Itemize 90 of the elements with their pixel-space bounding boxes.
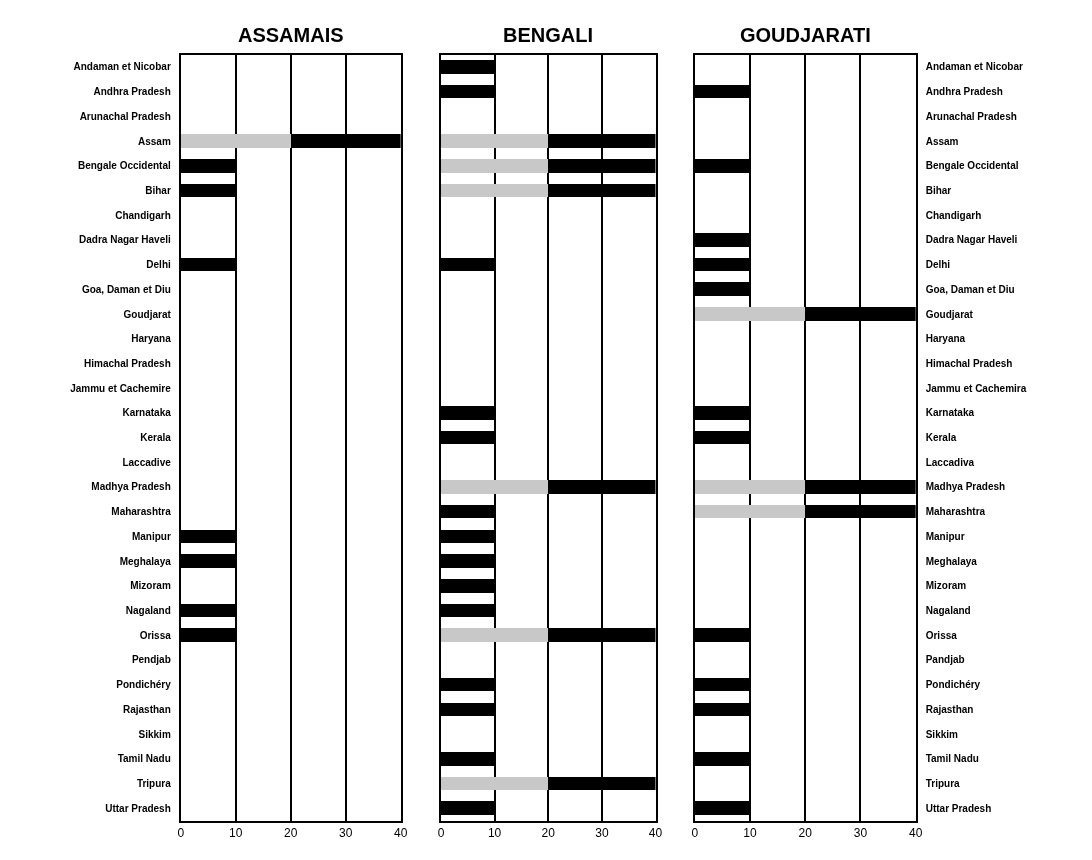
y-tick-label: Mizoram xyxy=(130,580,171,592)
x-tick-label: 40 xyxy=(909,826,923,840)
y-tick-label: Jammu et Cachemira xyxy=(925,382,1027,394)
x-tick-label: 10 xyxy=(487,826,502,840)
y-tick-label: Chandigarh xyxy=(925,209,982,221)
bar xyxy=(440,134,549,148)
y-tick-label: Bengale Occidental xyxy=(925,160,1019,172)
x-tick-label: 20 xyxy=(284,826,298,840)
y-tick-label: Orissa xyxy=(925,629,958,641)
y-tick-label: Sikkim xyxy=(925,728,959,740)
y-tick-label: Himachal Pradesh xyxy=(84,357,171,369)
y-tick-label: Tamil Nadu xyxy=(925,753,979,765)
x-tick-label: 20 xyxy=(798,826,813,840)
y-tick-label: Bihar xyxy=(925,184,952,196)
y-tick-label: Haryana xyxy=(925,333,966,345)
y-tick-label: Andhra Pradesh xyxy=(93,86,171,98)
chart-title: GOUDJARATI xyxy=(740,24,871,46)
y-tick-label: Chandigarh xyxy=(115,209,171,221)
y-tick-label: Maharashtra xyxy=(111,506,172,518)
y-tick-label: Arunachal Pradesh xyxy=(925,110,1017,122)
chart-title: ASSAMAIS xyxy=(238,24,344,46)
chart-title: BENGALI xyxy=(503,24,593,46)
y-tick-label: Manipur xyxy=(925,530,965,542)
x-tick-label: 30 xyxy=(595,826,609,840)
y-tick-label: Karnataka xyxy=(925,407,975,419)
y-tick-label: Kerala xyxy=(925,432,957,444)
y-tick-label: Nagaland xyxy=(125,605,171,617)
x-tick-label: 40 xyxy=(648,826,663,840)
y-tick-label: Bihar xyxy=(145,184,171,196)
bar xyxy=(180,134,291,148)
y-tick-label: Goa, Daman et Diu xyxy=(81,283,171,295)
x-tick-label: 0 xyxy=(437,826,445,840)
y-tick-label: Goudjarat xyxy=(925,308,974,320)
y-tick-label: Meghalaya xyxy=(119,555,172,567)
y-tick-label: Pondichéry xyxy=(116,679,172,691)
y-tick-label: Orissa xyxy=(139,629,172,641)
y-tick-label: Goudjarat xyxy=(123,308,172,320)
y-tick-label: Nagaland xyxy=(925,605,971,617)
x-tick-label: 0 xyxy=(691,826,699,840)
bar xyxy=(440,480,549,494)
y-tick-label: Bengale Occidental xyxy=(77,160,172,172)
x-tick-label: 30 xyxy=(853,826,868,840)
x-tick-label: 30 xyxy=(339,826,353,840)
x-tick-label: 10 xyxy=(229,826,243,840)
y-tick-label: Mizoram xyxy=(925,580,967,592)
y-tick-label: Karnataka xyxy=(122,407,172,419)
y-tick-label: Andhra Pradesh xyxy=(925,86,1003,98)
y-tick-label: Rajasthan xyxy=(925,703,974,715)
y-tick-label: Madhya Pradesh xyxy=(91,481,171,493)
y-tick-label: Pondichéry xyxy=(925,679,981,691)
y-tick-label: Assam xyxy=(137,135,171,147)
y-tick-label: Himachal Pradesh xyxy=(925,357,1013,369)
bar xyxy=(440,183,549,198)
y-tick-label: Andaman et Nicobar xyxy=(925,61,1024,73)
y-tick-label: Andaman et Nicobar xyxy=(73,61,171,73)
y-tick-label: Kerala xyxy=(140,432,172,444)
y-tick-label: Pendjab xyxy=(131,654,171,666)
bar xyxy=(440,158,549,173)
x-tick-label: 10 xyxy=(743,826,758,840)
bar xyxy=(694,307,806,321)
y-tick-label: Delhi xyxy=(925,259,951,271)
y-tick-label: Manipur xyxy=(131,530,171,542)
y-tick-label: Arunachal Pradesh xyxy=(79,110,171,122)
y-tick-label: Laccadiva xyxy=(925,456,975,468)
y-tick-label: Pandjab xyxy=(925,654,965,666)
y-tick-label: Meghalaya xyxy=(925,555,978,567)
y-tick-label: Tamil Nadu xyxy=(117,753,171,765)
y-tick-label: Jammu et Cachemire xyxy=(70,382,172,394)
y-tick-label: Dadra Nagar Haveli xyxy=(925,234,1018,246)
y-tick-label: Assam xyxy=(925,135,959,147)
y-tick-label: Delhi xyxy=(146,259,172,271)
y-tick-label: Tripura xyxy=(136,778,172,790)
x-tick-label: 40 xyxy=(393,826,408,840)
y-tick-label: Sikkim xyxy=(138,728,171,740)
bar xyxy=(694,504,806,519)
y-tick-label: Haryana xyxy=(131,333,172,345)
bar xyxy=(440,628,549,643)
y-tick-label: Goa, Daman et Diu xyxy=(925,283,1015,295)
y-tick-label: Dadra Nagar Haveli xyxy=(79,234,172,246)
y-tick-label: Rajasthan xyxy=(123,703,171,715)
y-tick-label: Uttar Pradesh xyxy=(105,802,171,814)
y-tick-label: Uttar Pradesh xyxy=(925,802,992,814)
x-tick-label: 0 xyxy=(177,826,185,840)
y-tick-label: Laccadive xyxy=(122,456,172,468)
y-tick-label: Tripura xyxy=(925,778,961,790)
y-tick-label: Maharashtra xyxy=(925,506,986,518)
y-tick-label: Madhya Pradesh xyxy=(925,481,1006,493)
bar xyxy=(440,776,549,791)
x-tick-label: 20 xyxy=(541,826,556,840)
bar xyxy=(694,480,806,494)
